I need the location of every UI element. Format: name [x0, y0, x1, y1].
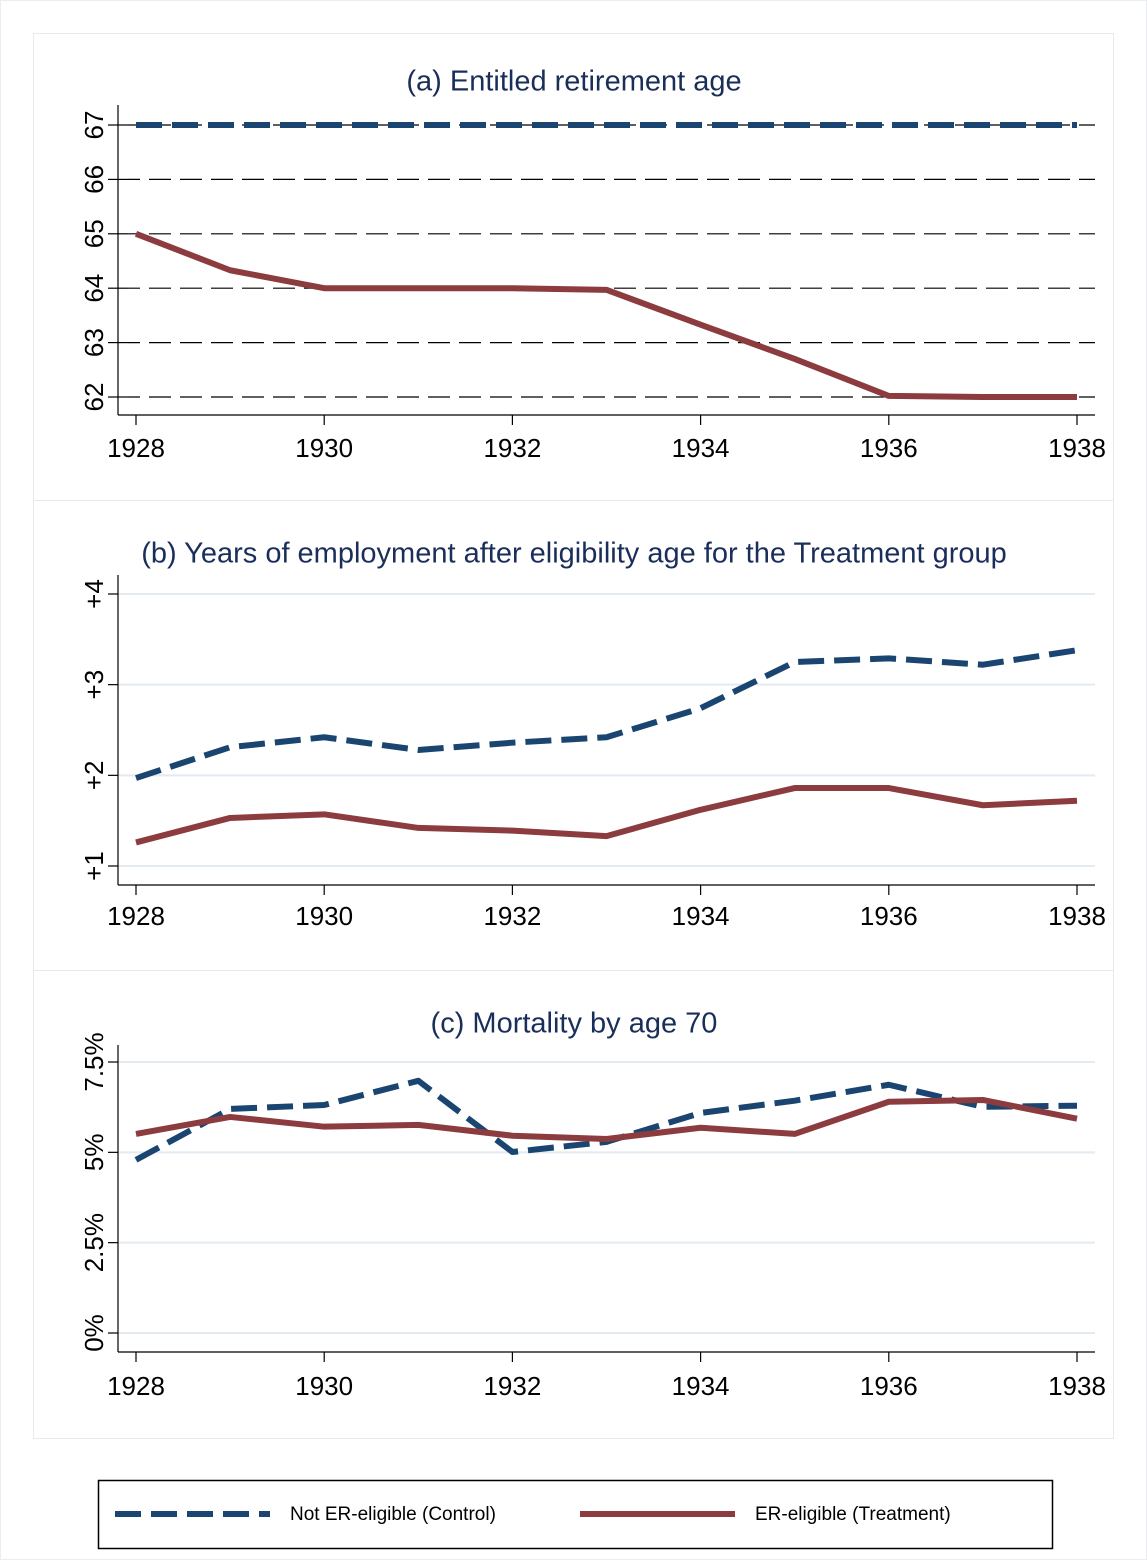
series-line [135, 785, 1078, 846]
x-tick-label: 1928 [107, 433, 165, 463]
x-tick-label: 1930 [295, 901, 353, 931]
x-tick-label: 1936 [860, 1371, 918, 1401]
legend-box [97, 1479, 1054, 1550]
chart-title: (b) Years of employment after eligibilit… [141, 538, 1007, 570]
legend-label: ER-eligible (Treatment) [755, 1504, 951, 1525]
y-tick-label: 64 [79, 274, 109, 303]
y-tick-label: 62 [79, 383, 109, 412]
x-tick-label: 1936 [860, 433, 918, 463]
y-tick-label: +1 [79, 851, 109, 881]
series-line [135, 1096, 1078, 1142]
y-tick-label: 2.5% [79, 1213, 109, 1272]
x-tick-label: 1934 [672, 433, 730, 463]
x-tick-label: 1934 [672, 901, 730, 931]
y-tick-label: 5% [79, 1134, 109, 1172]
series-line [135, 647, 1078, 781]
x-tick-label: 1938 [1048, 901, 1106, 931]
y-tick-label: +2 [79, 761, 109, 791]
y-tick-label: +4 [79, 579, 109, 609]
x-tick-label: 1932 [483, 433, 541, 463]
series-line [134, 231, 1077, 400]
y-tick-label: 66 [79, 165, 109, 194]
x-tick-label: 1932 [483, 1371, 541, 1401]
x-tick-label: 1932 [483, 901, 541, 931]
x-tick-label: 1928 [107, 901, 165, 931]
x-tick-label: 1938 [1048, 433, 1106, 463]
y-tick-label: 67 [79, 111, 109, 140]
x-tick-label: 1930 [295, 1371, 353, 1401]
y-tick-label: 65 [79, 219, 109, 248]
x-tick-label: 1934 [672, 1371, 730, 1401]
x-tick-label: 1930 [295, 433, 353, 463]
panel-box [33, 970, 1114, 1439]
x-tick-label: 1936 [860, 901, 918, 931]
y-tick-label: 0% [79, 1314, 109, 1352]
y-tick-label: 7.5% [79, 1032, 109, 1091]
y-tick-label: 63 [79, 328, 109, 357]
legend-label: Not ER-eligible (Control) [290, 1504, 496, 1525]
y-tick-label: +3 [79, 670, 109, 700]
x-tick-label: 1928 [107, 1371, 165, 1401]
chart-title: (a) Entitled retirement age [406, 66, 741, 98]
x-tick-label: 1938 [1048, 1371, 1106, 1401]
chart-title: (c) Mortality by age 70 [431, 1008, 718, 1040]
